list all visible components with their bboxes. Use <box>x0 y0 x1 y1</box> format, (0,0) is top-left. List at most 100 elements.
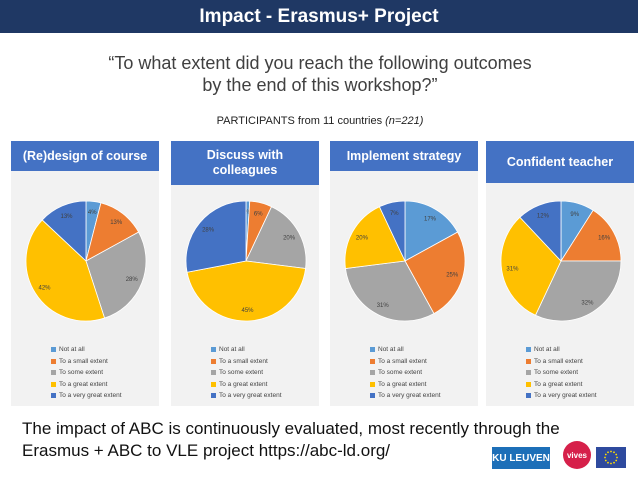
footer-line-2: Erasmus + ABC to VLE project https://abc… <box>22 441 391 460</box>
legend-label: To a very great extent <box>59 392 122 400</box>
chart-title: Confident teacher <box>486 141 634 183</box>
legend-swatch <box>526 393 531 399</box>
pie-slice <box>404 231 466 315</box>
legend-swatch <box>370 370 375 376</box>
legend-label: Not at all <box>534 346 560 354</box>
participants-note: PARTICIPANTS from 11 countries (n=221) <box>120 115 520 127</box>
legend-item: To a great extent <box>370 379 441 391</box>
eu-flag-logo <box>596 447 626 468</box>
slice-label: 13% <box>110 220 123 226</box>
legend-label: Not at all <box>378 346 404 354</box>
legend-item: To a small extent <box>370 356 441 368</box>
legend-label: Not at all <box>219 346 245 354</box>
legend-swatch <box>51 358 56 364</box>
legend-swatch <box>526 370 531 376</box>
legend-item: To a great extent <box>211 379 282 391</box>
legend-swatch <box>51 381 56 387</box>
pie-slice <box>519 201 562 263</box>
legend-item: To some extent <box>211 367 282 379</box>
legend-item: To a great extent <box>51 379 122 391</box>
legend-item: To a very great extent <box>370 390 441 402</box>
legend-label: To a very great extent <box>534 392 597 400</box>
legend-swatch <box>51 393 56 399</box>
slice-label: 31% <box>506 267 519 273</box>
slice-label: 45% <box>241 308 254 314</box>
legend-item: Not at all <box>526 344 597 356</box>
pie-slice <box>25 219 106 322</box>
footer-line-1: The impact of ABC is continuously evalua… <box>22 419 560 438</box>
legend-item: Not at all <box>370 344 441 356</box>
legend-item: Not at all <box>211 344 282 356</box>
slice-label: 31% <box>377 303 390 309</box>
legend-label: To some extent <box>219 369 264 377</box>
participants-text: PARTICIPANTS from 11 countries <box>216 115 386 127</box>
legend-swatch <box>211 381 216 387</box>
legend-swatch <box>211 347 216 353</box>
pie-slice <box>85 231 147 319</box>
slice-label: 20% <box>356 235 369 241</box>
legend-item: To a very great extent <box>526 390 597 402</box>
slice-label: 25% <box>446 273 459 279</box>
pie-slice <box>378 201 406 262</box>
pie-chart: 17% 25% 31% 20% 7% <box>344 201 466 322</box>
pie-slice <box>344 206 406 269</box>
legend-label: To a very great extent <box>219 392 282 400</box>
participants-count: (n=221) <box>385 115 424 127</box>
slice-label: 1% <box>243 210 252 216</box>
chart-card-1: (Re)design of course 4% 13% 28% 42% 13% Not at… <box>11 141 159 406</box>
footer-text: The impact of ABC is continuously evalua… <box>22 418 562 462</box>
slice-label: 28% <box>202 228 215 234</box>
legend-item: Not at all <box>51 344 122 356</box>
legend-swatch <box>526 358 531 364</box>
slice-label: 28% <box>126 277 139 283</box>
legend-label: Not at all <box>59 346 85 354</box>
pie-slice <box>185 201 247 273</box>
ku-leuven-logo: KU LEUVEN <box>492 447 550 469</box>
pie-slice <box>560 209 622 262</box>
legend-swatch <box>51 370 56 376</box>
legend-swatch <box>211 393 216 399</box>
legend-label: To a small extent <box>378 357 427 365</box>
legend-label: To a great extent <box>219 380 268 388</box>
legend-item: To a great extent <box>526 379 597 391</box>
pie-slice <box>245 206 307 269</box>
legend-label: To a small extent <box>59 357 108 365</box>
legend-label: To a great extent <box>534 380 583 388</box>
slice-label: 9% <box>570 212 579 218</box>
vives-logo: vives <box>563 441 591 469</box>
chart-card-2: Discuss with colleagues 1% 6% 20% 45% 28% Not … <box>171 141 319 406</box>
legend-swatch <box>370 381 375 387</box>
chart-card-3: Implement strategy 17% 25% 31% 20% 7% Not at a… <box>330 141 478 406</box>
legend-item: To a very great extent <box>211 390 282 402</box>
legend-swatch <box>370 347 375 353</box>
question-line-2: by the end of this workshop?” <box>202 75 438 95</box>
legend-item: To some extent <box>526 367 597 379</box>
legend-item: To a small extent <box>526 356 597 368</box>
slice-label: 17% <box>424 217 437 223</box>
pie-slice <box>534 260 622 322</box>
slice-label: 13% <box>60 214 73 220</box>
page-title: Impact - Erasmus+ Project <box>199 5 439 27</box>
slice-label: 16% <box>598 235 611 241</box>
legend-swatch <box>526 381 531 387</box>
slice-label: 20% <box>283 235 296 241</box>
pie-slice <box>345 260 435 322</box>
legend-label: To a very great extent <box>378 392 441 400</box>
legend-label: To a great extent <box>378 380 427 388</box>
legend-item: To a small extent <box>51 356 122 368</box>
pie-chart: 1% 6% 20% 45% 28% <box>185 201 307 322</box>
legend-swatch <box>211 358 216 364</box>
chart-legend: Not at all To a small extent To some exten… <box>370 344 441 402</box>
survey-question: “To what extent did you reach the follow… <box>60 52 580 96</box>
legend-swatch <box>526 347 531 353</box>
chart-title: Discuss with colleagues <box>171 141 319 185</box>
legend-swatch <box>51 347 56 353</box>
legend-swatch <box>211 370 216 376</box>
legend-item: To some extent <box>51 367 122 379</box>
pie-slice <box>41 201 87 262</box>
legend-item: To a small extent <box>211 356 282 368</box>
chart-legend: Not at all To a small extent To some exten… <box>51 344 122 402</box>
legend-label: To some extent <box>378 369 423 377</box>
pie-slice <box>500 216 562 316</box>
slice-label: 7% <box>390 211 399 217</box>
